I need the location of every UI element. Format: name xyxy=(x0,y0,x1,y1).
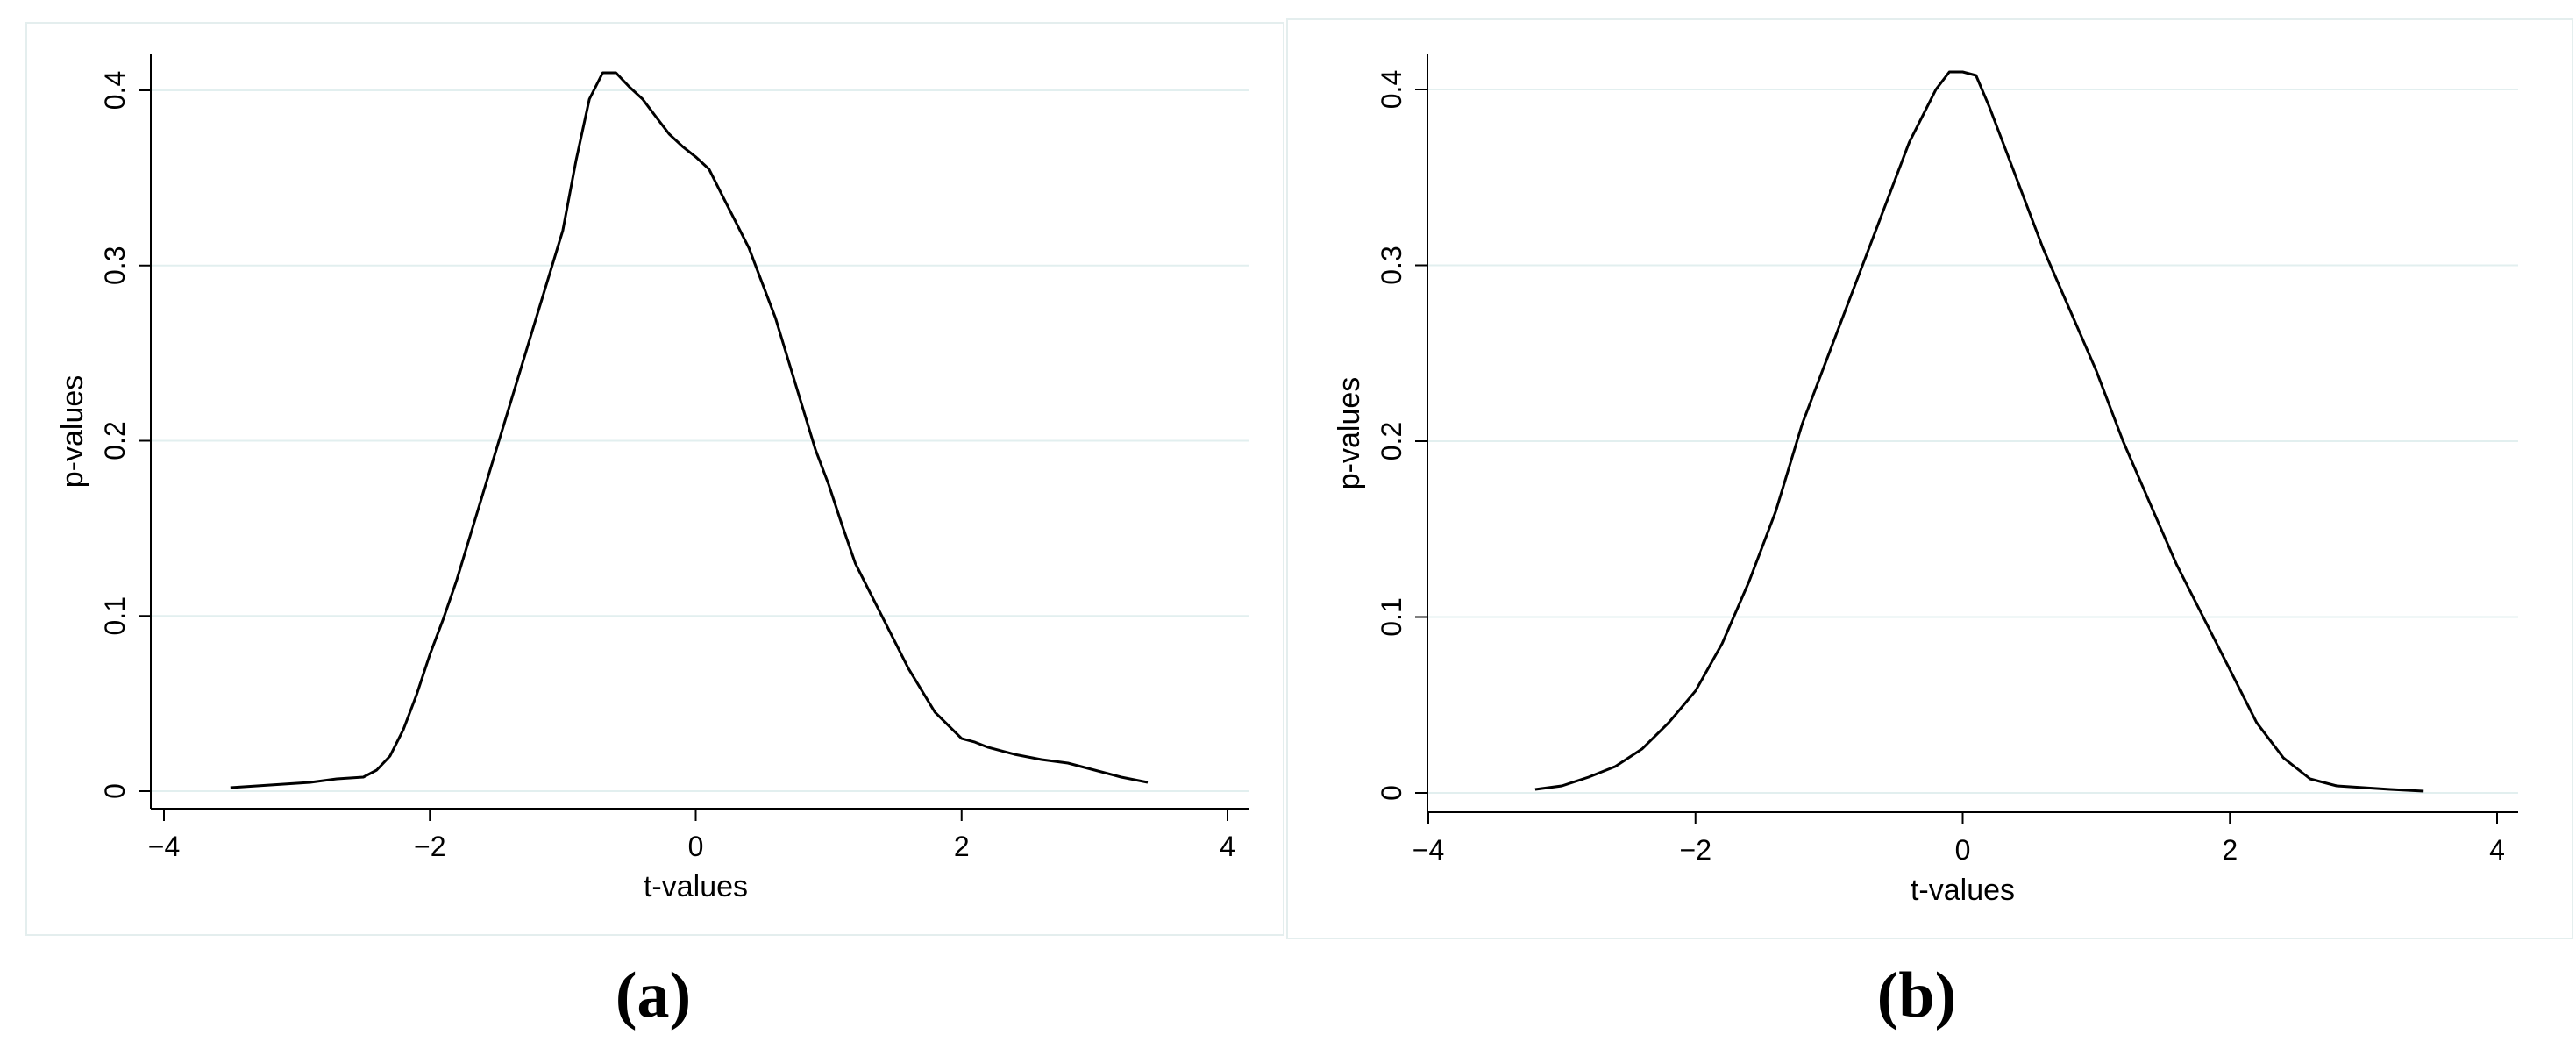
x-axis-label-b: t-values xyxy=(1911,874,2015,907)
chart-frame-a xyxy=(25,22,1284,936)
chart-panel-a: 0 0.1 0.2 0.3 0.4 −4 −2 0 2 4 t-values p-values (a) xyxy=(0,0,1284,1049)
x-tick-label-a: −2 xyxy=(414,831,445,862)
y-tick-label-a: 0.4 xyxy=(99,71,131,110)
x-tick-label-a: 4 xyxy=(1220,831,1235,862)
y-tick-label-a: 0.1 xyxy=(99,596,131,635)
y-tick-label-a: 0.2 xyxy=(99,421,131,460)
y-tick-label-b: 0.1 xyxy=(1376,597,1407,636)
y-tick-label-b: 0.4 xyxy=(1376,70,1407,109)
x-tick-label-b: 0 xyxy=(1955,834,1971,866)
caption-a: (a) xyxy=(615,960,692,1031)
y-tick-label-b: 0.2 xyxy=(1376,422,1407,460)
x-tick-label-b: 2 xyxy=(2222,834,2238,866)
x-tick-label-b: −2 xyxy=(1680,834,1711,866)
chart-a: 0 0.1 0.2 0.3 0.4 −4 −2 0 2 4 t-values p-values xyxy=(25,22,1284,936)
y-axis-label-b: p-values xyxy=(1333,377,1366,490)
caption-b: (b) xyxy=(1876,960,1957,1031)
y-tick-label-a: 0 xyxy=(99,783,131,799)
chart-frame-b xyxy=(1286,18,2573,939)
chart-panel-b: 0 0.1 0.2 0.3 0.4 −4 −2 0 2 4 t-values p-values (b) xyxy=(1284,0,2576,1049)
x-tick-label-a: 2 xyxy=(954,831,970,862)
y-tick-label-b: 0 xyxy=(1376,785,1407,801)
x-axis-label-a: t-values xyxy=(644,870,748,903)
chart-b: 0 0.1 0.2 0.3 0.4 −4 −2 0 2 4 t-values p-values xyxy=(1286,18,2573,939)
y-tick-label-a: 0.3 xyxy=(99,246,131,285)
x-tick-label-a: −4 xyxy=(148,831,180,862)
y-axis-label-a: p-values xyxy=(56,375,89,489)
density-curve-a xyxy=(230,71,1149,789)
x-tick-label-b: −4 xyxy=(1413,834,1444,866)
density-curve-b xyxy=(1534,70,2424,793)
y-tick-label-b: 0.3 xyxy=(1376,246,1407,284)
x-tick-label-a: 0 xyxy=(688,831,704,862)
x-tick-label-b: 4 xyxy=(2489,834,2505,866)
